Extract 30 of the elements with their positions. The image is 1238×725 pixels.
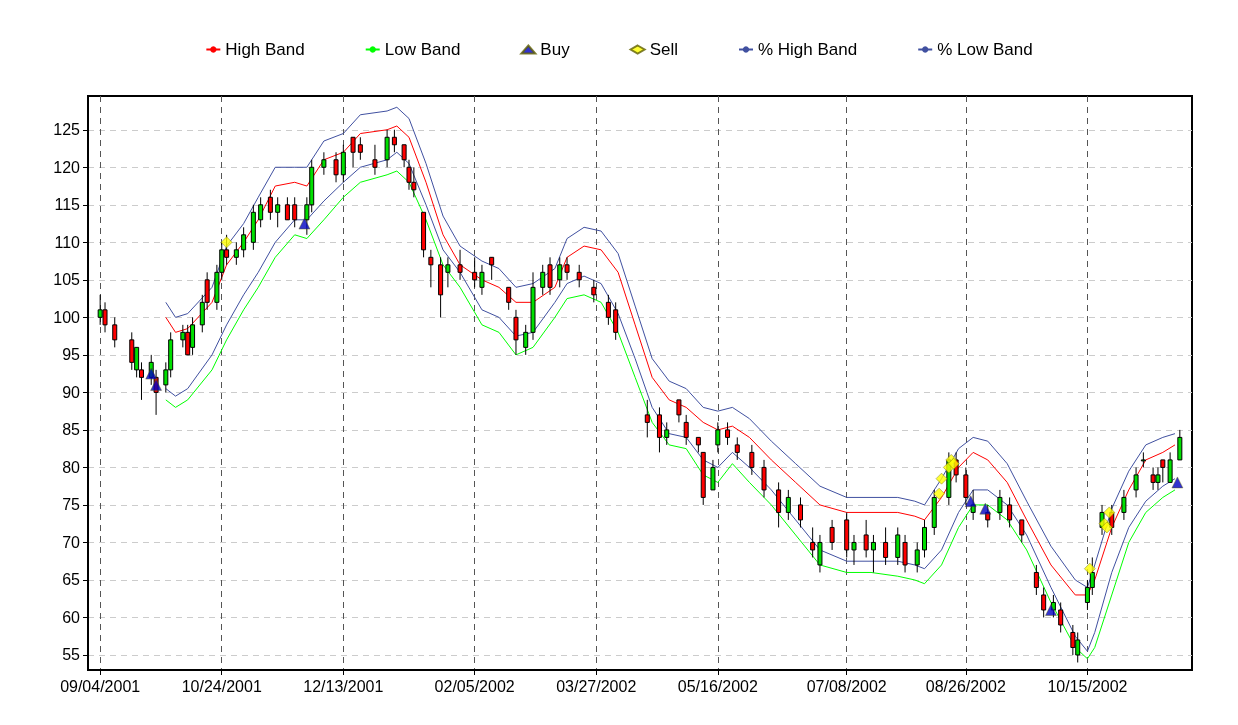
legend-label: % High Band bbox=[757, 40, 858, 59]
y-tick-label: 80 bbox=[62, 458, 81, 476]
y-tick-label: 65 bbox=[62, 571, 81, 589]
y-tick-label: 100 bbox=[53, 308, 81, 326]
legend-label: Buy bbox=[540, 40, 571, 59]
legend-label: High Band bbox=[225, 40, 305, 59]
y-tick-label: 125 bbox=[53, 121, 81, 139]
x-tick-label: 03/27/2002 bbox=[556, 677, 637, 695]
y-tick-label: 60 bbox=[62, 608, 81, 626]
x-tick-label: 09/04/2001 bbox=[60, 677, 141, 695]
y-tick-label: 95 bbox=[62, 346, 81, 364]
y-tick-label: 75 bbox=[62, 496, 81, 514]
x-tick-label: 05/16/2002 bbox=[677, 677, 758, 695]
y-tick-label: 90 bbox=[62, 383, 81, 401]
legend-label: Sell bbox=[649, 40, 678, 59]
x-tick-label: 10/15/2002 bbox=[1047, 677, 1128, 695]
y-tick-label: 85 bbox=[62, 421, 81, 439]
x-tick-label: 07/08/2002 bbox=[806, 677, 887, 695]
x-tick-label: 12/13/2001 bbox=[303, 677, 384, 695]
legend-label: % Low Band bbox=[937, 40, 1033, 59]
y-tick-label: 120 bbox=[53, 158, 81, 176]
y-tick-label: 115 bbox=[54, 196, 81, 214]
y-tick-label: 55 bbox=[62, 646, 81, 664]
y-tick-label: 70 bbox=[62, 533, 81, 551]
y-tick-label: 105 bbox=[53, 271, 81, 289]
legend-label: Low Band bbox=[384, 40, 461, 59]
x-tick-label: 02/05/2002 bbox=[434, 677, 515, 695]
y-tick-label: 110 bbox=[54, 233, 81, 251]
x-tick-label: 08/26/2002 bbox=[925, 677, 1006, 695]
x-tick-label: 10/24/2001 bbox=[181, 677, 262, 695]
